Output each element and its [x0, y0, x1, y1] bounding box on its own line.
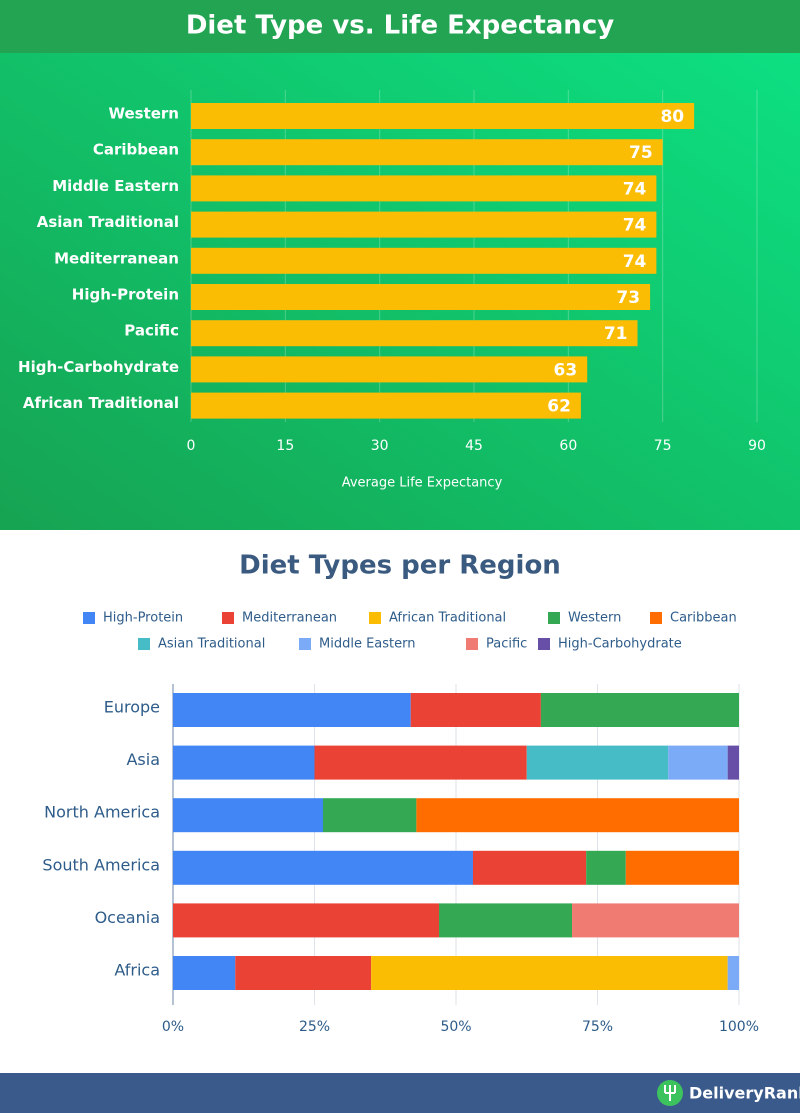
bar-segment: [173, 798, 323, 833]
legend-label: Asian Traditional: [158, 637, 265, 652]
y-tick-label: North America: [44, 803, 160, 822]
legend-label: High-Carbohydrate: [558, 637, 682, 652]
bar: [191, 247, 657, 274]
bar: [191, 320, 638, 347]
bar-segment: [727, 956, 739, 990]
bar: [191, 392, 581, 419]
bar-segment: [173, 693, 411, 727]
y-tick-label: Europe: [104, 698, 160, 717]
value-label: 80: [660, 107, 684, 127]
y-tick-label: Mediterranean: [54, 249, 179, 267]
bar-segment: [586, 850, 626, 885]
value-label: 73: [616, 288, 640, 308]
bar: [191, 356, 588, 383]
legend-label: Mediterranean: [242, 611, 337, 626]
x-tick-label: 100%: [719, 1019, 759, 1035]
legend-swatch: [466, 638, 478, 650]
y-tick-label: South America: [42, 855, 160, 874]
y-tick-label: Caribbean: [93, 141, 179, 159]
bar: [191, 175, 657, 202]
x-tick-label: 45: [465, 438, 483, 454]
bar-segment: [540, 693, 739, 727]
bar-segment: [173, 903, 440, 938]
bar-segment: [314, 745, 527, 780]
x-tick-label: 0%: [162, 1019, 184, 1035]
bar-segment: [668, 745, 728, 780]
bar-segment: [235, 956, 372, 990]
footer-brand: DeliveryRank: [689, 1084, 800, 1103]
y-tick-label: High-Carbohydrate: [18, 358, 179, 376]
bar-segment: [173, 850, 473, 885]
legend-swatch: [138, 638, 150, 650]
y-tick-label: Asia: [126, 750, 160, 769]
bar-segment: [439, 903, 573, 938]
legend-swatch: [538, 638, 550, 650]
bar-segment: [472, 850, 587, 885]
x-tick-label: 50%: [440, 1019, 471, 1035]
value-label: 62: [547, 397, 571, 417]
x-tick-label: 25%: [299, 1019, 330, 1035]
bar-segment: [572, 903, 739, 938]
legend-label: African Traditional: [389, 611, 506, 626]
y-tick-label: Africa: [114, 961, 160, 980]
x-tick-label: 90: [748, 438, 766, 454]
legend-label: High-Protein: [103, 611, 183, 626]
x-tick-label: 60: [559, 438, 577, 454]
x-tick-label: 75: [654, 438, 672, 454]
bar: [191, 211, 657, 238]
legend-swatch: [369, 612, 381, 624]
bar-segment: [322, 798, 417, 833]
legend-label: Middle Eastern: [319, 637, 415, 652]
bar: [191, 139, 663, 166]
legend-label: Pacific: [486, 637, 527, 652]
value-label: 74: [623, 252, 647, 272]
value-label: 74: [623, 179, 647, 199]
legend-swatch: [83, 612, 95, 624]
bar: [191, 103, 695, 129]
bar-segment: [371, 956, 728, 990]
x-tick-label: 75%: [582, 1019, 613, 1035]
legend-swatch: [548, 612, 560, 624]
value-label: 63: [554, 360, 578, 380]
x-tick-label: 30: [371, 438, 389, 454]
y-tick-label: Pacific: [124, 322, 179, 340]
y-tick-label: Oceania: [95, 908, 160, 927]
y-tick-label: African Traditional: [23, 394, 179, 412]
legend-swatch: [222, 612, 234, 624]
bar-segment: [173, 745, 315, 780]
x-tick-label: 0: [187, 438, 196, 454]
bar-segment: [526, 745, 669, 780]
charts: 0 15 30 45 60 75 90 Western 80 Caribbean 75 Middle …: [18, 90, 766, 1035]
logo-fork: [664, 1085, 676, 1101]
bar-segment: [727, 745, 739, 780]
y-tick-label: High-Protein: [72, 286, 179, 304]
bar-segment: [625, 850, 739, 885]
chart-title: Diet Types per Region: [239, 551, 561, 581]
bar: [191, 284, 651, 310]
chart-title: Diet Type vs. Life Expectancy: [186, 11, 614, 41]
bar-segment: [416, 798, 739, 833]
x-tick-label: 15: [276, 438, 294, 454]
value-label: 75: [629, 143, 653, 163]
value-label: 71: [604, 324, 628, 344]
bar-segment: [173, 956, 236, 990]
y-tick-label: Western: [108, 105, 179, 123]
legend-label: Caribbean: [670, 611, 737, 626]
value-label: 74: [623, 216, 647, 236]
legend-swatch: [299, 638, 311, 650]
bar-segment: [410, 693, 541, 727]
y-tick-label: Asian Traditional: [37, 213, 179, 231]
x-axis-label: Average Life Expectancy: [342, 476, 503, 491]
title-bar: [0, 0, 800, 53]
legend-label: Western: [568, 611, 621, 626]
legend-swatch: [650, 612, 662, 624]
y-tick-label: Middle Eastern: [52, 177, 179, 195]
